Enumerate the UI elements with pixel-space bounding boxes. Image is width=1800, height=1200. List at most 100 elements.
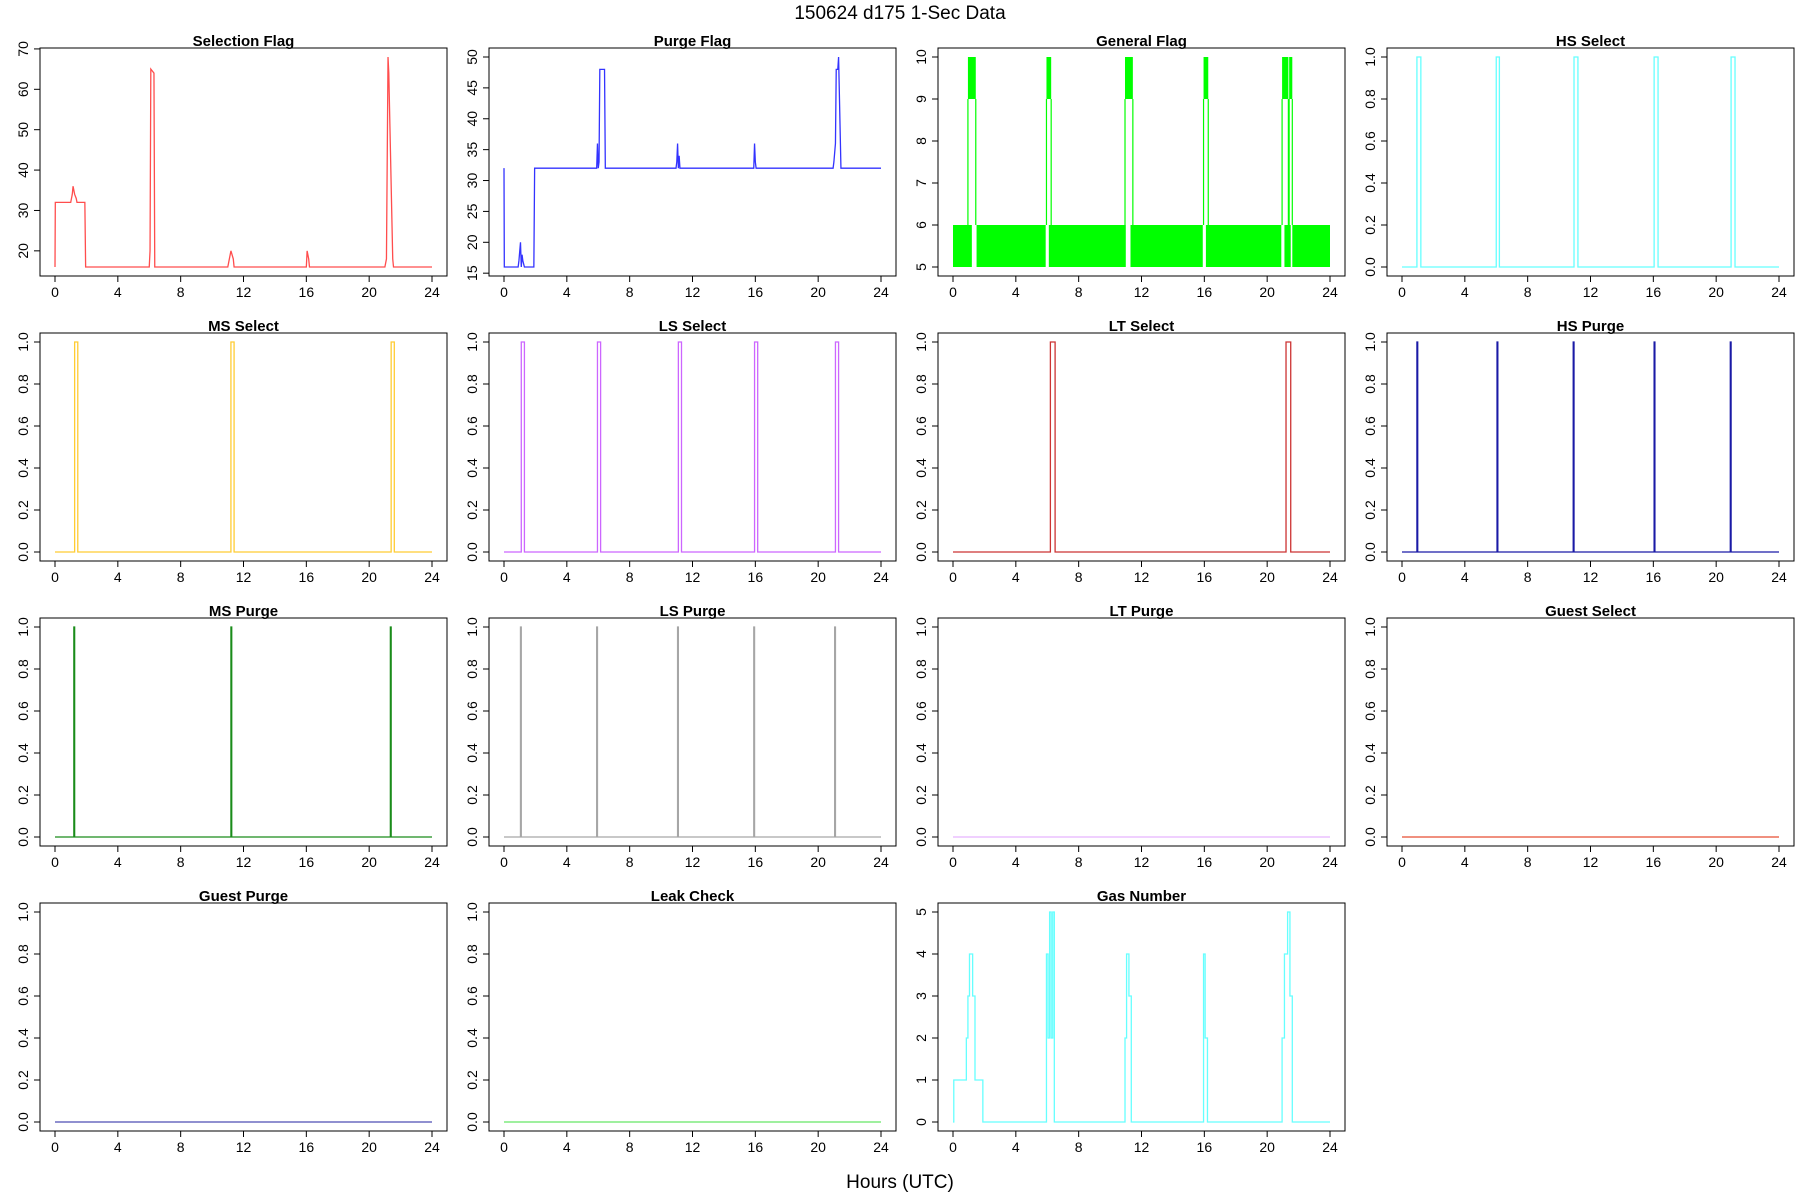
x-tick-label: 16 <box>1197 854 1213 870</box>
x-tick-label: 16 <box>299 284 315 300</box>
y-tick-label: 0.8 <box>15 374 31 394</box>
y-tick-label: 0.8 <box>913 659 929 679</box>
panel-title: MS Purge <box>209 603 278 620</box>
y-tick-label: 0.4 <box>15 458 31 478</box>
y-tick-label: 0.2 <box>913 500 929 520</box>
x-tick-label: 8 <box>626 569 634 585</box>
spike-edges <box>1045 99 1052 225</box>
area-band <box>976 225 1046 267</box>
x-tick-label: 12 <box>236 569 252 585</box>
series-line <box>55 341 432 553</box>
x-tick-label: 24 <box>1771 284 1787 300</box>
y-tick-label: 1.0 <box>913 332 929 352</box>
y-tick-label: 1.0 <box>15 332 31 352</box>
x-tick-label: 24 <box>873 1139 889 1155</box>
y-tick-label: 3 <box>913 992 929 1000</box>
y-tick-label: 0.0 <box>15 827 31 847</box>
x-tick-label: 8 <box>1524 569 1532 585</box>
x-tick-label: 4 <box>1012 1139 1020 1155</box>
y-tick-label: 50 <box>464 49 480 65</box>
x-tick-label: 24 <box>873 284 889 300</box>
panel-title: Selection Flag <box>193 33 295 50</box>
plot-frame <box>1386 332 1795 562</box>
series-line <box>953 341 1330 553</box>
y-tick-label: 0.2 <box>464 785 480 805</box>
y-tick-label: 1.0 <box>1362 617 1378 637</box>
y-tick-label: 1.0 <box>1362 47 1378 67</box>
y-tick-label: 1.0 <box>464 617 480 637</box>
chart-panel: HS Purge 0 4 8 12 16 20 24 0.0 0.2 0.4 0.6 0.8 1.0 <box>1362 318 1795 585</box>
x-tick-label: 24 <box>1771 569 1787 585</box>
y-tick-label: 0.6 <box>1362 131 1378 151</box>
x-tick-label: 16 <box>299 569 315 585</box>
x-tick-label: 16 <box>1646 569 1662 585</box>
x-tick-label: 20 <box>1259 284 1275 300</box>
y-tick-label: 15 <box>464 265 480 281</box>
series-line <box>54 56 432 268</box>
series-line <box>504 341 881 553</box>
y-tick-label: 0.2 <box>15 1070 31 1090</box>
area-band <box>1048 225 1126 267</box>
x-tick-label: 20 <box>810 569 826 585</box>
x-tick-label: 0 <box>949 854 957 870</box>
series-line <box>1402 341 1779 553</box>
x-tick-label: 20 <box>361 569 377 585</box>
y-tick-label: 6 <box>913 221 929 229</box>
panel-title: Leak Check <box>651 888 735 905</box>
y-tick-label: 25 <box>464 203 480 219</box>
y-tick-label: 0.8 <box>1362 89 1378 109</box>
y-tick-label: 0.6 <box>1362 701 1378 721</box>
chart-panel: LS Purge 0 4 8 12 16 20 24 0.0 0.2 0.4 0.6 0.8 1.0 <box>464 603 897 870</box>
x-tick-label: 8 <box>177 1139 185 1155</box>
y-tick-label: 45 <box>464 80 480 96</box>
x-tick-label: 12 <box>685 1139 701 1155</box>
y-tick-label: 70 <box>15 41 31 57</box>
y-tick-label: 40 <box>15 162 31 178</box>
spike-block <box>967 57 976 99</box>
x-tick-label: 16 <box>299 854 315 870</box>
x-tick-label: 24 <box>873 569 889 585</box>
panel-title: Guest Purge <box>199 888 288 905</box>
y-tick-label: 9 <box>913 95 929 103</box>
x-tick-label: 16 <box>1646 284 1662 300</box>
x-tick-label: 0 <box>949 1139 957 1155</box>
x-tick-label: 4 <box>1461 854 1469 870</box>
y-tick-label: 1.0 <box>1362 332 1378 352</box>
spike-block <box>1282 57 1289 99</box>
x-tick-label: 0 <box>500 284 508 300</box>
x-tick-label: 16 <box>748 284 764 300</box>
x-tick-label: 24 <box>1322 284 1338 300</box>
panel-title: General Flag <box>1096 33 1187 50</box>
x-tick-label: 16 <box>1197 284 1213 300</box>
series-line <box>1402 56 1779 268</box>
y-tick-label: 5 <box>913 908 929 916</box>
y-tick-label: 0.6 <box>913 701 929 721</box>
y-tick-label: 1.0 <box>15 617 31 637</box>
y-tick-label: 10 <box>913 49 929 65</box>
area-band <box>1292 225 1330 267</box>
x-tick-label: 12 <box>1134 1139 1150 1155</box>
x-tick-label: 4 <box>1461 569 1469 585</box>
chart-panel: Guest Purge 0 4 8 12 16 20 24 0.0 0.2 0.4 0.6 0.8 1.0 <box>15 888 448 1155</box>
y-tick-label: 0.0 <box>464 1112 480 1132</box>
plot-frame <box>39 902 448 1132</box>
panel-title: HS Purge <box>1557 318 1625 335</box>
x-tick-label: 0 <box>500 569 508 585</box>
x-tick-label: 24 <box>1322 569 1338 585</box>
y-tick-label: 0 <box>913 1118 929 1126</box>
y-tick-label: 0.8 <box>464 659 480 679</box>
x-tick-label: 16 <box>299 1139 315 1155</box>
plot-frame <box>937 617 1346 847</box>
y-tick-label: 0.4 <box>464 458 480 478</box>
x-tick-label: 12 <box>1134 284 1150 300</box>
panel-title: LT Select <box>1109 318 1175 335</box>
x-tick-label: 20 <box>1259 1139 1275 1155</box>
x-tick-label: 24 <box>1322 854 1338 870</box>
spike-block <box>1125 57 1133 99</box>
y-tick-label: 0.0 <box>1362 257 1378 277</box>
y-tick-label: 0.4 <box>464 1028 480 1048</box>
plot-frame <box>937 332 1346 562</box>
x-tick-label: 16 <box>1646 854 1662 870</box>
panel-title: Guest Select <box>1545 603 1636 620</box>
